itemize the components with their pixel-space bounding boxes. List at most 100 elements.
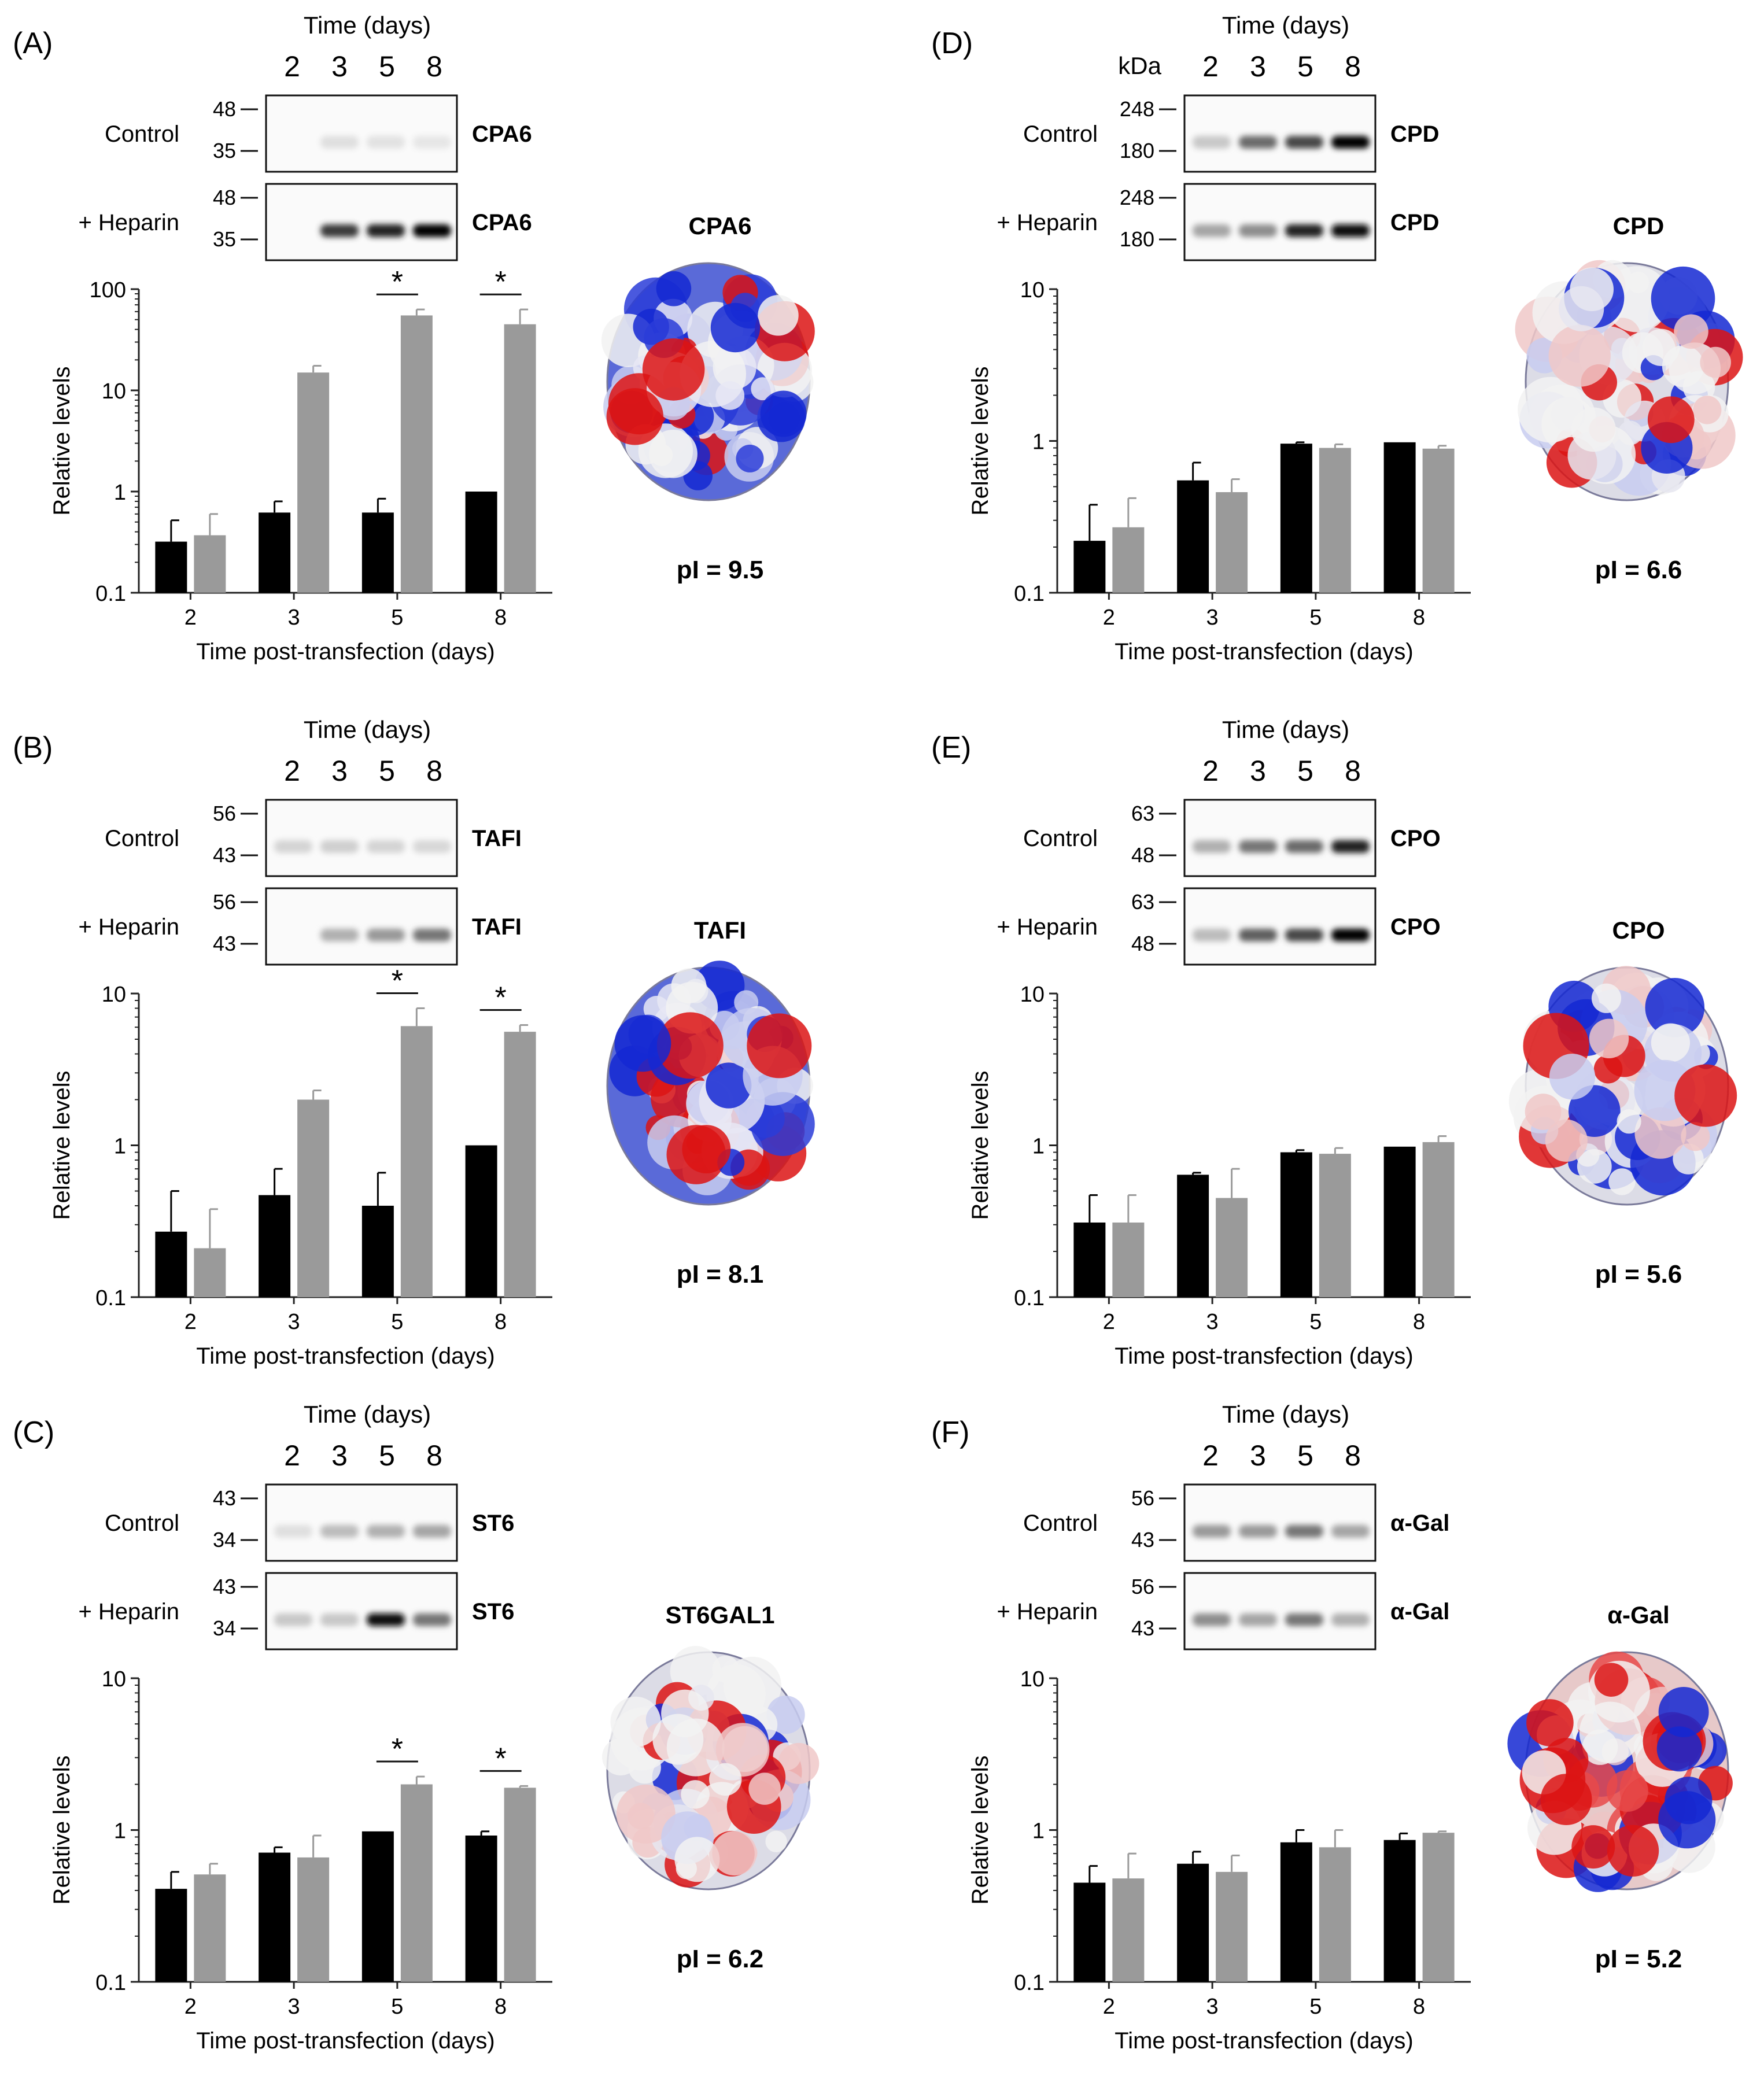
blot-band	[1331, 928, 1370, 941]
bar-control	[465, 492, 497, 593]
bar-chart: 0.1 1 10 Relative levels 2 3 5 * 8 * Time post-tra…	[49, 964, 552, 1369]
surface-patch	[758, 295, 799, 336]
blot-band	[413, 1524, 451, 1538]
blot-row-label: Control	[105, 1511, 179, 1536]
surface-patch	[1651, 266, 1715, 331]
blot-row-heparin: + Heparin CPD 248 180	[997, 183, 1439, 261]
blot-frame	[1183, 1483, 1376, 1562]
blot-frame	[1183, 799, 1376, 877]
lane-label: 8	[426, 1439, 442, 1472]
bar-control	[155, 541, 187, 593]
x-tick-label: 3	[1206, 1995, 1219, 2019]
blot-band	[1193, 928, 1231, 941]
significance-star: *	[495, 1742, 507, 1775]
surface-patch	[1545, 1119, 1588, 1162]
bar-control	[1280, 444, 1312, 593]
panel-letter: (C)	[13, 1416, 54, 1449]
blot-band	[274, 1524, 312, 1538]
y-tick-label: 10	[102, 983, 126, 1007]
bar-heparin	[504, 1032, 536, 1297]
marker-label: 63	[1131, 890, 1154, 914]
pi-value: pI = 8.1	[677, 1260, 763, 1288]
marker-label: 180	[1120, 227, 1154, 251]
x-tick-label: 2	[184, 1310, 197, 1334]
surface-patch	[606, 388, 664, 445]
blot-band	[1239, 135, 1277, 149]
blot-row-label: + Heparin	[997, 1599, 1098, 1624]
kda-label: kDa	[1118, 52, 1161, 79]
blot-frame	[265, 799, 458, 877]
x-tick-label: 8	[1413, 1310, 1425, 1334]
x-tick-label: 3	[288, 1310, 300, 1334]
blot-row-label: Control	[105, 826, 179, 851]
blot-band	[320, 928, 359, 941]
surface-patch	[715, 381, 745, 410]
blot-band	[1331, 224, 1370, 237]
bar-heparin	[1422, 1833, 1455, 1982]
panel-letter: (F)	[931, 1416, 969, 1449]
blot-band	[320, 224, 359, 237]
lane-label: 3	[331, 50, 348, 83]
x-tick-label: 3	[1206, 1310, 1219, 1334]
bar-control	[1383, 1840, 1416, 1982]
bar-control	[1280, 1152, 1312, 1297]
surface-patch	[1643, 328, 1680, 366]
y-tick-label: 10	[1020, 1667, 1045, 1692]
blot-frame	[265, 94, 458, 173]
blot-time-title: Time (days)	[1222, 716, 1349, 743]
surface-patch	[610, 1696, 661, 1747]
y-tick-label: 100	[90, 278, 126, 302]
blot-band	[1331, 135, 1370, 149]
panel-letter: (D)	[931, 27, 973, 60]
surface-patch	[1674, 1064, 1737, 1127]
surface-patch	[760, 390, 807, 437]
surface-patch	[628, 1803, 654, 1830]
bar-control	[1177, 1175, 1209, 1297]
blot-row-label: Control	[105, 121, 179, 147]
surface-patch	[1591, 983, 1622, 1013]
bar-control	[361, 512, 394, 593]
pi-value: pI = 6.6	[1595, 556, 1682, 584]
blot-row-label: Control	[1023, 121, 1098, 147]
significance-star: *	[392, 964, 403, 998]
surface-patch	[650, 444, 673, 466]
protein-structure: α-Gal pI = 5.2	[1507, 1601, 1733, 1973]
y-tick-label: 0.1	[95, 582, 126, 606]
marker-label: 63	[1131, 802, 1154, 825]
surface-patch	[706, 1062, 752, 1109]
surface-patch	[748, 1772, 781, 1805]
surface-patch	[778, 1742, 820, 1784]
surface-patch	[1673, 1143, 1704, 1175]
surface-patch	[1693, 396, 1722, 424]
y-tick-label: 1	[1032, 1135, 1045, 1159]
blot-protein-label: CPO	[1390, 914, 1441, 940]
x-tick-label: 2	[1103, 605, 1115, 630]
surface-patch	[1634, 1107, 1686, 1159]
bar-control	[259, 1852, 291, 1982]
surface-patch	[1540, 1774, 1592, 1825]
blot-row-label: + Heparin	[78, 914, 179, 940]
marker-label: 56	[1131, 1575, 1154, 1598]
marker-label: 34	[213, 1528, 236, 1552]
pi-value: pI = 6.2	[677, 1945, 763, 1973]
y-tick-label: 1	[114, 1819, 126, 1844]
protein-structure: CPA6 pI = 9.5	[601, 212, 815, 584]
y-tick-label: 0.1	[95, 1286, 126, 1310]
blot-protein-label: CPA6	[472, 121, 532, 147]
blot-row-control: Control α-Gal 56 43	[1023, 1483, 1449, 1562]
blot-frame	[1183, 887, 1376, 966]
lane-label: 2	[1202, 755, 1219, 787]
bar-control	[1073, 1882, 1106, 1982]
bar-heparin	[1216, 1871, 1248, 1982]
blot-band	[367, 224, 405, 237]
blot-protein-label: TAFI	[472, 914, 522, 940]
blot-band	[1331, 1613, 1370, 1626]
x-axis-title: Time post-transfection (days)	[196, 1343, 494, 1369]
blot-band	[1193, 1613, 1231, 1626]
surface-patch	[1656, 1726, 1702, 1772]
y-axis-title: Relative levels	[968, 1756, 993, 1905]
bar-heparin	[1112, 1223, 1145, 1297]
